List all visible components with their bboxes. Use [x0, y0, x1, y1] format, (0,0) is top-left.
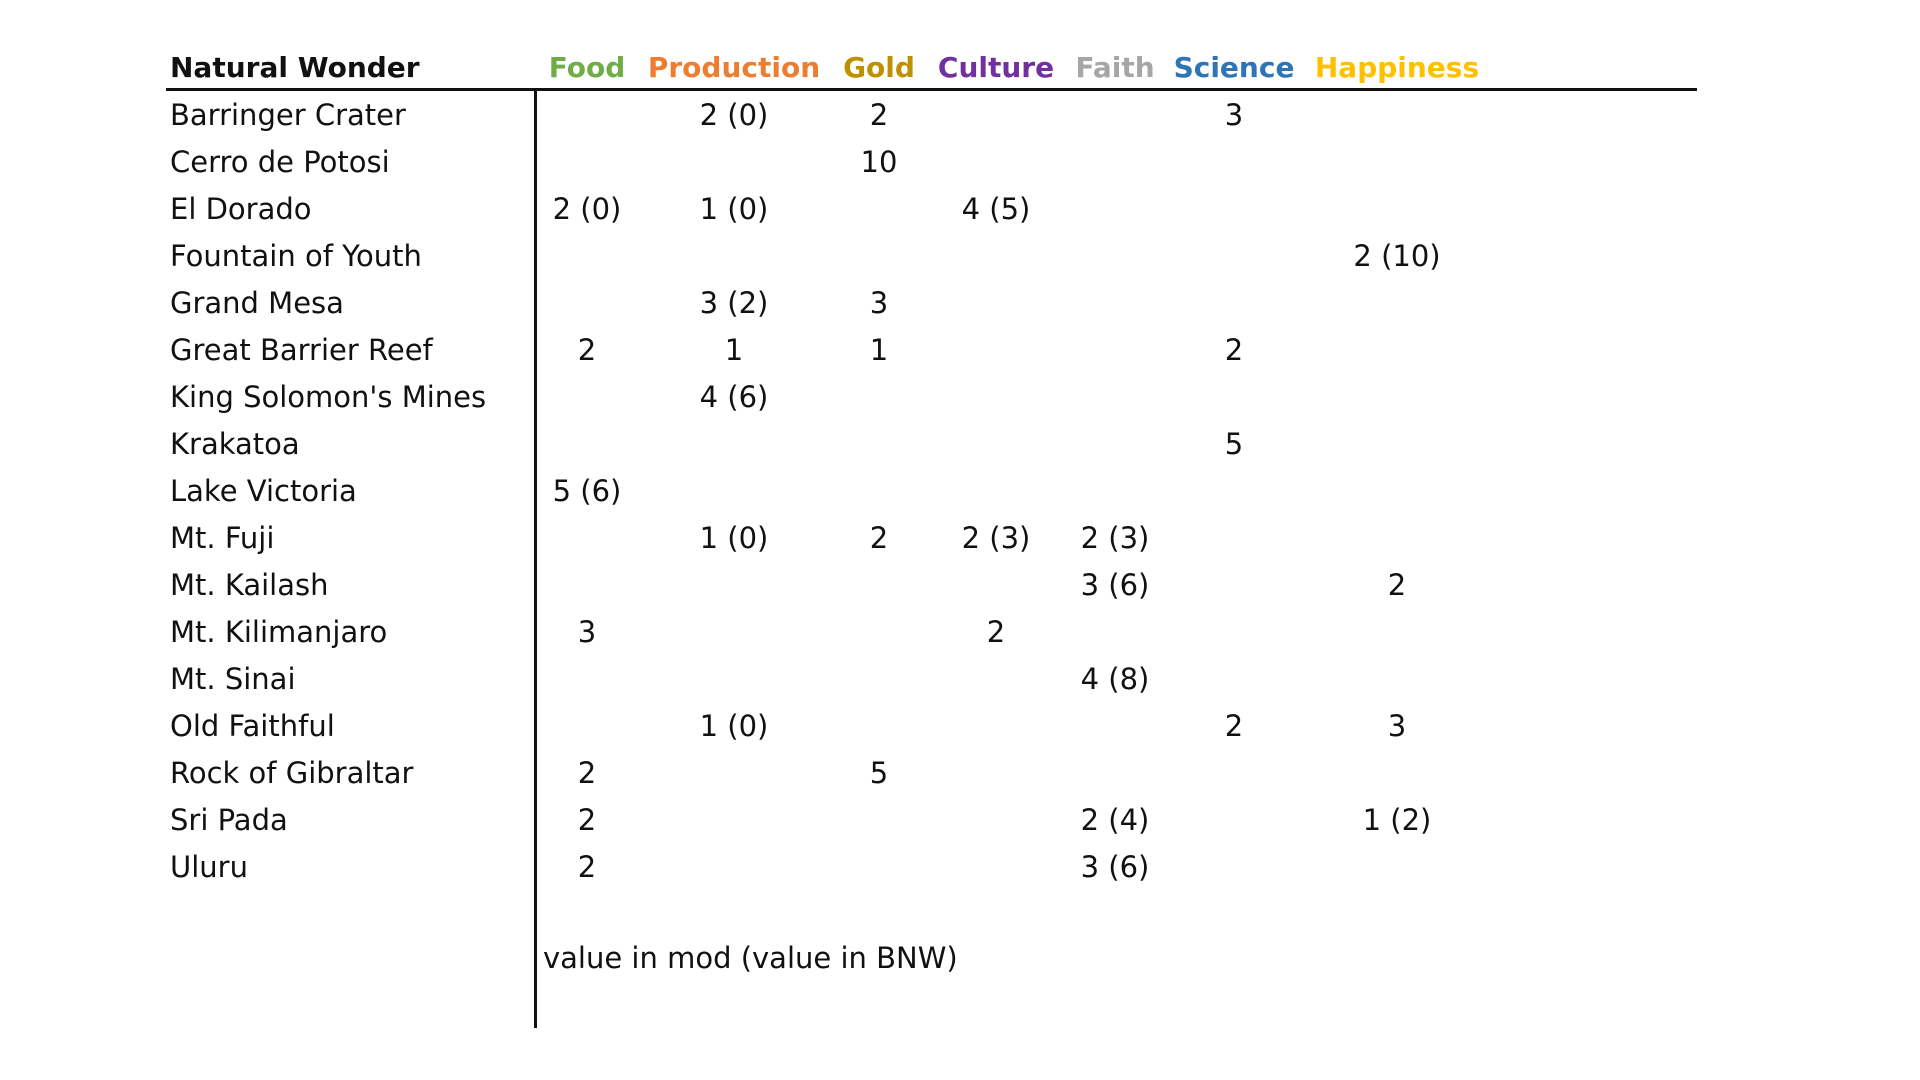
table-row: Sri Pada 2 2 (4) 1 (2) [0, 797, 1920, 844]
table-row: Great Barrier Reef 2 1 1 2 [0, 327, 1920, 374]
wonder-name: Lake Victoria [170, 474, 357, 508]
happiness-value: 2 [1387, 568, 1407, 602]
gold-value: 10 [860, 145, 898, 179]
gold-value: 5 [869, 756, 889, 790]
science-value: 2 [1224, 709, 1244, 743]
table-row: Lake Victoria 5 (6) [0, 468, 1920, 515]
table-row: Old Faithful 1 (0) 2 3 [0, 703, 1920, 750]
wonder-name: Grand Mesa [170, 286, 344, 320]
table-row: Mt. Sinai 4 (8) [0, 656, 1920, 703]
wonder-name: Fountain of Youth [170, 239, 422, 273]
food-value: 2 [577, 756, 597, 790]
table-row: Fountain of Youth 2 (10) [0, 233, 1920, 280]
table-row: Mt. Kailash 3 (6) 2 [0, 562, 1920, 609]
wonder-name: Mt. Sinai [170, 662, 296, 696]
food-value: 5 (6) [552, 474, 622, 508]
wonder-name: Mt. Kilimanjaro [170, 615, 388, 649]
wonder-name: Uluru [170, 850, 248, 884]
production-value: 1 (0) [699, 521, 769, 555]
food-value: 2 [577, 333, 597, 367]
table-row: Barringer Crater 2 (0) 2 3 [0, 92, 1920, 139]
wonder-name: Krakatoa [170, 427, 300, 461]
header-faith: Faith [1075, 51, 1155, 84]
production-value: 2 (0) [699, 98, 769, 132]
gold-value: 1 [869, 333, 889, 367]
table-row: Uluru 2 3 (6) [0, 844, 1920, 891]
faith-value: 3 (6) [1080, 850, 1150, 884]
culture-value: 2 (3) [961, 521, 1031, 555]
table-body: Barringer Crater 2 (0) 2 3 Cerro de Potosi 10… [0, 92, 1920, 891]
production-value: 1 (0) [699, 192, 769, 226]
gold-value: 2 [869, 98, 889, 132]
production-value: 3 (2) [699, 286, 769, 320]
wonder-name: Mt. Fuji [170, 521, 275, 555]
food-value: 2 [577, 850, 597, 884]
header-production: Production [647, 51, 821, 84]
happiness-value: 3 [1387, 709, 1407, 743]
header-science: Science [1173, 51, 1295, 84]
wonder-name: Great Barrier Reef [170, 333, 433, 367]
legend-note: value in mod (value in BNW) [543, 941, 958, 975]
culture-value: 4 (5) [961, 192, 1031, 226]
header-food: Food [548, 51, 626, 84]
header-gold: Gold [843, 51, 915, 84]
wonder-name: Rock of Gibraltar [170, 756, 414, 790]
food-value: 2 (0) [552, 192, 622, 226]
header-culture: Culture [937, 51, 1055, 84]
food-value: 3 [577, 615, 597, 649]
production-value: 1 (0) [699, 709, 769, 743]
gold-value: 3 [869, 286, 889, 320]
wonder-name: El Dorado [170, 192, 312, 226]
wonder-name: Sri Pada [170, 803, 288, 837]
column-divider [534, 90, 537, 1028]
table-row: Mt. Kilimanjaro 3 2 [0, 609, 1920, 656]
faith-value: 2 (4) [1080, 803, 1150, 837]
table-row: Rock of Gibraltar 2 5 [0, 750, 1920, 797]
wonder-name: Barringer Crater [170, 98, 406, 132]
faith-value: 2 (3) [1080, 521, 1150, 555]
wonder-name: Cerro de Potosi [170, 145, 390, 179]
table-row: Cerro de Potosi 10 [0, 139, 1920, 186]
wonder-name: King Solomon's Mines [170, 380, 487, 414]
happiness-value: 1 (2) [1362, 803, 1432, 837]
food-value: 2 [577, 803, 597, 837]
production-value: 4 (6) [699, 380, 769, 414]
wonder-name: Mt. Kailash [170, 568, 329, 602]
faith-value: 4 (8) [1080, 662, 1150, 696]
header-happiness: Happiness [1314, 51, 1480, 84]
table-row: King Solomon's Mines 4 (6) [0, 374, 1920, 421]
happiness-value: 2 (10) [1353, 239, 1441, 273]
production-value: 1 [724, 333, 744, 367]
table-header: Natural Wonder Food Production Gold Cult… [0, 45, 1920, 91]
gold-value: 2 [869, 521, 889, 555]
table-row: Grand Mesa 3 (2) 3 [0, 280, 1920, 327]
table-row: Krakatoa 5 [0, 421, 1920, 468]
science-value: 5 [1224, 427, 1244, 461]
science-value: 3 [1224, 98, 1244, 132]
culture-value: 2 [986, 615, 1006, 649]
header-underline [166, 88, 1697, 91]
table-row: Mt. Fuji 1 (0) 2 2 (3) 2 (3) [0, 515, 1920, 562]
wonder-name: Old Faithful [170, 709, 335, 743]
header-natural-wonder: Natural Wonder [170, 51, 420, 84]
faith-value: 3 (6) [1080, 568, 1150, 602]
table-row: El Dorado 2 (0) 1 (0) 4 (5) [0, 186, 1920, 233]
science-value: 2 [1224, 333, 1244, 367]
